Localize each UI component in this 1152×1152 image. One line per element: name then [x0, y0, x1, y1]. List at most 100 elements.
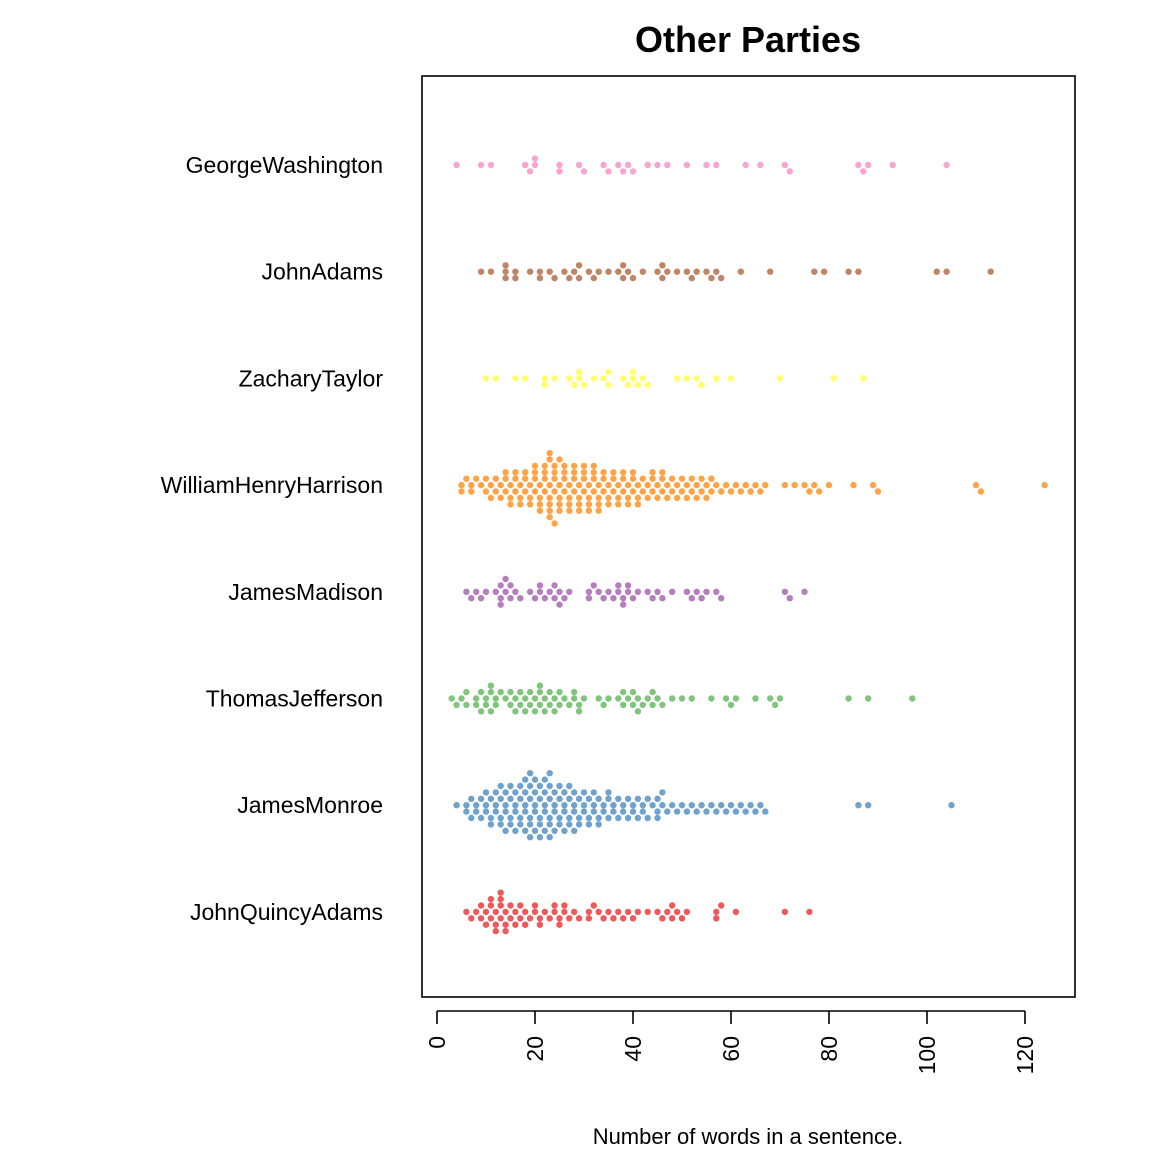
point-james-monroe: [585, 821, 593, 828]
point-william-henry-harrison: [806, 488, 813, 495]
point-william-henry-harrison: [468, 481, 475, 489]
point-james-monroe: [590, 802, 597, 809]
point-james-monroe: [546, 834, 553, 841]
point-thomas-jefferson: [845, 695, 852, 702]
point-james-monroe: [482, 802, 490, 809]
point-james-monroe: [541, 808, 548, 815]
point-thomas-jefferson: [487, 688, 495, 696]
point-james-madison: [595, 588, 602, 595]
point-william-henry-harrison: [561, 462, 568, 470]
point-george-washington: [605, 168, 612, 175]
point-george-washington: [620, 168, 627, 175]
point-william-henry-harrison: [546, 507, 553, 514]
point-thomas-jefferson: [654, 695, 661, 702]
point-thomas-jefferson: [561, 695, 568, 702]
point-john-adams: [536, 268, 544, 275]
point-john-quincy-adams: [659, 915, 666, 922]
point-william-henry-harrison: [615, 494, 622, 502]
point-john-quincy-adams: [806, 908, 813, 916]
point-james-monroe: [561, 789, 568, 796]
point-john-quincy-adams: [502, 921, 509, 928]
point-william-henry-harrison: [571, 475, 578, 482]
point-john-quincy-adams: [683, 908, 691, 916]
point-james-monroe: [855, 802, 862, 809]
point-william-henry-harrison: [580, 462, 588, 470]
point-john-quincy-adams: [595, 908, 602, 916]
point-james-madison: [703, 588, 710, 595]
point-john-quincy-adams: [497, 889, 504, 896]
point-george-washington: [629, 168, 637, 175]
point-john-quincy-adams: [497, 915, 504, 922]
point-william-henry-harrison: [620, 469, 627, 476]
point-john-adams: [512, 268, 519, 275]
point-thomas-jefferson: [536, 701, 544, 709]
point-william-henry-harrison: [732, 481, 740, 489]
point-james-monroe: [600, 808, 607, 815]
point-james-monroe: [546, 782, 553, 790]
point-thomas-jefferson: [909, 695, 916, 702]
point-william-henry-harrison: [473, 475, 480, 482]
point-james-monroe: [595, 821, 602, 828]
point-john-quincy-adams: [673, 908, 681, 916]
point-james-monroe: [526, 770, 534, 777]
point-james-monroe: [487, 821, 495, 828]
point-john-quincy-adams: [600, 915, 607, 922]
point-george-washington: [531, 155, 539, 162]
point-james-madison: [605, 588, 612, 595]
point-john-quincy-adams: [556, 915, 563, 922]
x-axis: 0 20 40 60 80 100 120: [424, 1010, 1038, 1074]
point-john-quincy-adams: [497, 902, 504, 909]
point-john-quincy-adams: [551, 902, 558, 909]
point-james-madison: [713, 588, 720, 595]
point-william-henry-harrison: [624, 481, 632, 489]
point-james-monroe: [732, 808, 740, 815]
point-william-henry-harrison: [644, 494, 651, 502]
point-james-madison: [615, 582, 622, 589]
point-james-madison: [698, 595, 705, 602]
point-james-monroe: [575, 814, 583, 822]
point-james-monroe: [620, 802, 627, 809]
point-william-henry-harrison: [585, 481, 593, 489]
point-john-quincy-adams: [585, 915, 593, 922]
point-james-monroe: [654, 795, 661, 802]
point-george-washington: [786, 168, 793, 175]
point-john-quincy-adams: [497, 895, 504, 903]
point-john-adams: [536, 274, 544, 282]
point-john-adams: [561, 268, 568, 275]
point-james-monroe: [590, 789, 597, 796]
point-william-henry-harrison: [536, 501, 544, 508]
point-james-madison: [556, 601, 563, 608]
point-james-madison: [507, 582, 514, 589]
point-john-quincy-adams: [502, 927, 509, 935]
point-george-washington: [580, 168, 588, 175]
point-thomas-jefferson: [575, 708, 583, 715]
point-james-monroe: [654, 808, 661, 815]
point-thomas-jefferson: [722, 695, 730, 702]
point-james-monroe: [492, 789, 499, 796]
point-william-henry-harrison: [546, 456, 553, 463]
x-tick-label: 60: [718, 1036, 744, 1062]
point-james-monroe: [683, 808, 691, 815]
point-thomas-jefferson: [580, 695, 588, 702]
point-zachary-taylor: [673, 375, 681, 382]
point-william-henry-harrison: [463, 475, 470, 482]
point-william-henry-harrison: [502, 475, 509, 482]
point-william-henry-harrison: [639, 475, 646, 482]
point-william-henry-harrison: [757, 488, 764, 495]
point-john-adams: [620, 274, 627, 282]
point-john-adams: [595, 268, 602, 275]
point-james-monroe: [546, 770, 553, 777]
point-william-henry-harrison: [575, 507, 583, 514]
point-james-monroe: [512, 789, 519, 796]
point-william-henry-harrison: [590, 469, 597, 476]
point-thomas-jefferson: [463, 688, 470, 696]
point-william-henry-harrison: [517, 481, 524, 489]
point-george-washington: [683, 161, 691, 169]
point-john-quincy-adams: [571, 908, 578, 916]
point-james-monroe: [727, 802, 735, 809]
point-thomas-jefferson: [727, 701, 735, 709]
point-james-madison: [531, 595, 539, 602]
point-john-adams: [703, 268, 710, 275]
point-zachary-taylor: [644, 381, 651, 388]
point-james-madison: [624, 582, 632, 589]
